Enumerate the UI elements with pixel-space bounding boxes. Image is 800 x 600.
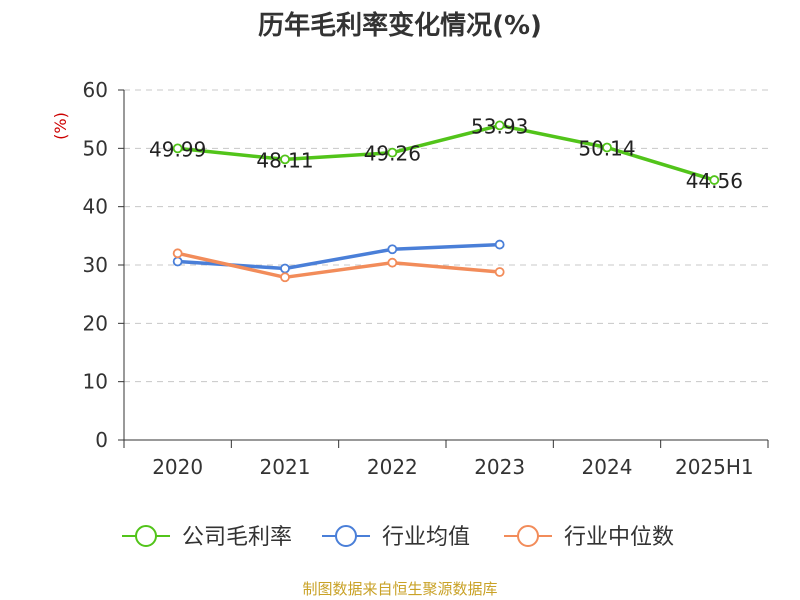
x-tick-label: 2021 [260, 455, 311, 479]
data-labels: 49.99 48.11 49.26 53.93 50.14 44.56 [149, 114, 743, 193]
data-label: 49.26 [364, 142, 421, 166]
data-point [280, 154, 290, 165]
legend-marker [335, 525, 357, 547]
legend-label: 行业均值 [382, 525, 470, 550]
x-tick-label: 2020 [152, 455, 203, 479]
legend-marker [135, 525, 157, 547]
data-label: 53.93 [471, 114, 528, 138]
y-tick-label: 50 [83, 136, 108, 160]
y-axis-unit: (%) [51, 112, 70, 140]
grid [124, 89, 768, 383]
axes: 0 10 20 30 40 50 60 2020 2021 2022 2023 2024 2025H1 [83, 78, 769, 479]
data-point [172, 143, 183, 154]
legend: 公司毛利率 行业均值 行业中位数 [122, 525, 674, 550]
chart-title: 历年毛利率变化情况(%) [258, 10, 542, 41]
series-layer [172, 120, 720, 283]
data-point [387, 244, 398, 255]
data-point [387, 257, 398, 268]
legend-label: 公司毛利率 [182, 525, 292, 550]
y-tick-label: 60 [83, 78, 108, 102]
data-point [494, 120, 505, 131]
data-label: 48.11 [256, 148, 313, 172]
data-point [387, 147, 398, 158]
data-point [709, 175, 720, 185]
source-note: 制图数据来自恒生聚源数据库 [302, 580, 497, 598]
data-label: 49.99 [149, 137, 206, 161]
y-tick-label: 20 [83, 311, 108, 335]
data-point [280, 272, 290, 283]
data-point [494, 239, 505, 250]
y-tick-label: 10 [83, 370, 108, 394]
legend-marker [517, 525, 539, 547]
data-point [172, 256, 183, 267]
x-tick-label: 2024 [582, 455, 633, 479]
data-point [602, 142, 612, 153]
data-point [280, 263, 290, 274]
series-line-3 [175, 251, 502, 280]
series-line-1 [175, 123, 717, 182]
y-tick-label: 40 [83, 195, 108, 219]
x-tick-label: 2025H1 [675, 455, 754, 479]
data-point [494, 267, 505, 277]
data-label: 44.56 [686, 169, 743, 193]
y-tick-label: 0 [95, 428, 108, 452]
y-tick-label: 30 [83, 253, 108, 277]
data-label: 50.14 [578, 137, 635, 161]
legend-label: 行业中位数 [564, 525, 674, 550]
x-tick-label: 2022 [367, 455, 418, 479]
data-point [172, 248, 183, 259]
x-tick-label: 2023 [474, 455, 525, 479]
